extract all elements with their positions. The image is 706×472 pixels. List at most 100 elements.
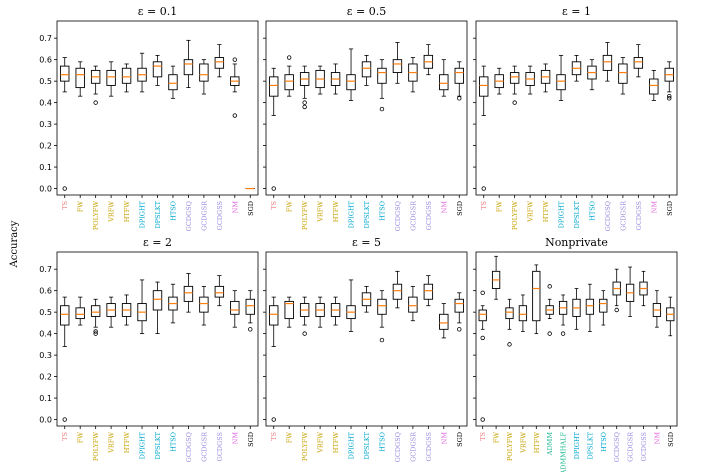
box-vrfw: VRFW xyxy=(525,65,535,223)
y-tick-label: 0.6 xyxy=(39,56,52,65)
outlier-point xyxy=(62,417,67,422)
box-iqr xyxy=(168,74,178,91)
plot-frame xyxy=(56,20,259,196)
box-nm: NM xyxy=(230,290,240,445)
box-polyfw: POLYFW xyxy=(90,298,101,461)
y-tick-label: 0.5 xyxy=(39,77,52,86)
box-htfw: HTFW xyxy=(330,63,341,222)
y-tick-label: 0.1 xyxy=(39,163,52,172)
panel-title: Nonprivate xyxy=(545,236,608,249)
x-category-label: POLYFW xyxy=(92,201,100,230)
outlier-point xyxy=(547,284,552,289)
box-iqr xyxy=(75,307,85,320)
box-admmhalf: ADMMHALF xyxy=(558,294,568,472)
box-gcdgsr: GCDGSR xyxy=(199,59,209,231)
outlier-point xyxy=(232,113,238,118)
x-category-label: FW xyxy=(77,201,85,213)
y-tick-label: 0.4 xyxy=(39,99,52,108)
box-dpight: DPIGHT xyxy=(137,52,147,228)
box-gcdgsq: GCDGSQ xyxy=(392,42,403,231)
outlier-point xyxy=(667,96,672,101)
box-iqr xyxy=(214,57,225,69)
box-gcdgsq: GCDGSQ xyxy=(183,39,194,231)
outlier-point xyxy=(302,100,307,105)
x-category-label: TS xyxy=(270,432,278,441)
box-fw: FW xyxy=(284,55,294,212)
y-tick-label: 0.7 xyxy=(39,265,52,274)
x-category-label: GCDGSR xyxy=(200,431,208,462)
x-category-label: DPIGHT xyxy=(139,431,147,459)
box-iqr xyxy=(361,61,372,78)
box-iqr xyxy=(284,300,294,320)
x-category-label: POLYFW xyxy=(511,201,519,230)
x-category-label: GCDGSS xyxy=(425,432,433,461)
x-category-label: HTSO xyxy=(600,432,608,452)
x-category-label: GCDGSR xyxy=(409,431,417,462)
outlier-point xyxy=(667,93,672,99)
x-category-label: SGD xyxy=(456,432,464,447)
plot-frame xyxy=(475,251,678,427)
y-axis-label: Accuracy xyxy=(9,220,20,268)
box-sgd: SGD xyxy=(454,61,464,216)
box-fw: FW xyxy=(75,61,85,213)
x-category-label: NM xyxy=(653,432,661,445)
outlier-point xyxy=(379,106,385,112)
box-iqr xyxy=(183,59,194,76)
outlier-point xyxy=(93,331,98,336)
box-iqr xyxy=(602,54,613,71)
box-iqr xyxy=(269,305,279,326)
x-category-label: TS xyxy=(61,201,69,210)
box-iqr xyxy=(106,69,116,86)
x-category-label: HTSO xyxy=(169,432,177,452)
x-category-label: SGD xyxy=(247,201,255,216)
box-dpslkt: DPSLKT xyxy=(152,281,163,460)
chart-panel-5: ε = 5 TS FW POLYFW VRFW HTFW DPIGHT DPSLKT HTSO G… xyxy=(263,236,468,462)
outlier-point xyxy=(547,331,552,336)
outlier-point xyxy=(248,327,253,332)
x-category-label: POLYFW xyxy=(301,432,309,461)
outlier-point xyxy=(93,329,98,334)
x-category-label: GCDGSQ xyxy=(185,201,193,231)
panel-title: ε = 0.1 xyxy=(138,5,177,18)
x-category-label: GCDGSQ xyxy=(604,201,612,231)
box-dpight: DPIGHT xyxy=(346,279,356,459)
x-category-label: DPSLKT xyxy=(363,431,371,459)
box-fw: FW xyxy=(284,296,294,443)
x-category-label: VRFW xyxy=(317,432,325,454)
box-dpslkt: DPSLKT xyxy=(571,54,582,229)
outlier-point xyxy=(457,327,462,332)
box-htso: HTSO xyxy=(377,59,387,221)
x-category-label: SGD xyxy=(456,201,464,216)
x-category-label: GCDGSS xyxy=(425,201,433,230)
box-dpslkt: DPSLKT xyxy=(361,285,372,460)
box-iqr xyxy=(532,270,541,322)
x-category-label: NM xyxy=(650,201,658,214)
box-vrfw: VRFW xyxy=(106,296,116,454)
chart-panel-4: ε = 2 0.0 0.1 0.2 0.3 0.4 0.5 0.6 0.7 TS FW POLYFW V… xyxy=(39,236,259,462)
x-category-label: SGD xyxy=(667,432,675,447)
x-category-label: GCDGSR xyxy=(200,200,208,231)
box-iqr xyxy=(284,74,294,91)
chart-panel-1: ε = 0.1 0.0 0.1 0.2 0.3 0.4 0.5 0.6 0.7 TS FW POLYF… xyxy=(39,5,259,231)
outlier-point xyxy=(457,96,462,101)
y-tick-label: 0.5 xyxy=(39,308,52,317)
x-category-label: DPIGHT xyxy=(348,200,356,228)
box-iqr xyxy=(392,283,403,300)
box-nm: NM xyxy=(230,57,240,213)
x-category-label: HTFW xyxy=(332,432,340,454)
x-category-label: DPSLKT xyxy=(573,200,581,228)
box-iqr xyxy=(439,74,449,91)
box-admm: ADMM xyxy=(545,284,554,456)
x-category-label: HTSO xyxy=(378,432,386,452)
x-category-label: NM xyxy=(231,432,239,445)
box-dpight: DPIGHT xyxy=(556,54,566,228)
outlier-point xyxy=(379,337,385,343)
box-gcdgsq: GCDGSQ xyxy=(612,268,621,462)
outlier-point xyxy=(271,417,276,422)
box-polyfw: POLYFW xyxy=(509,65,520,230)
box-polyfw: POLYFW xyxy=(299,65,310,230)
y-tick-label: 0.0 xyxy=(39,416,52,425)
box-htfw: HTFW xyxy=(121,63,132,222)
box-nm: NM xyxy=(439,303,449,444)
